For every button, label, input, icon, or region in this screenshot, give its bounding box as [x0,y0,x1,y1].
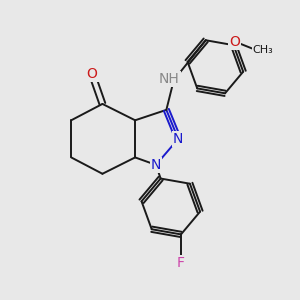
Text: NH: NH [159,72,180,86]
Text: N: N [151,158,161,172]
Text: F: F [177,256,185,270]
Text: O: O [87,67,98,81]
Text: O: O [229,34,240,49]
Text: N: N [173,132,183,146]
Text: CH₃: CH₃ [253,45,273,56]
